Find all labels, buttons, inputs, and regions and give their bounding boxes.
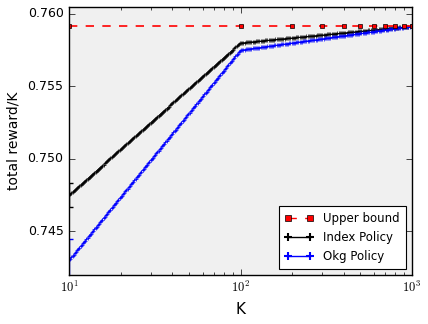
Y-axis label: total reward/K: total reward/K [7, 91, 21, 190]
X-axis label: K: K [235, 302, 246, 317]
Legend: Upper bound, Index Policy, Okg Policy: Upper bound, Index Policy, Okg Policy [279, 206, 406, 269]
